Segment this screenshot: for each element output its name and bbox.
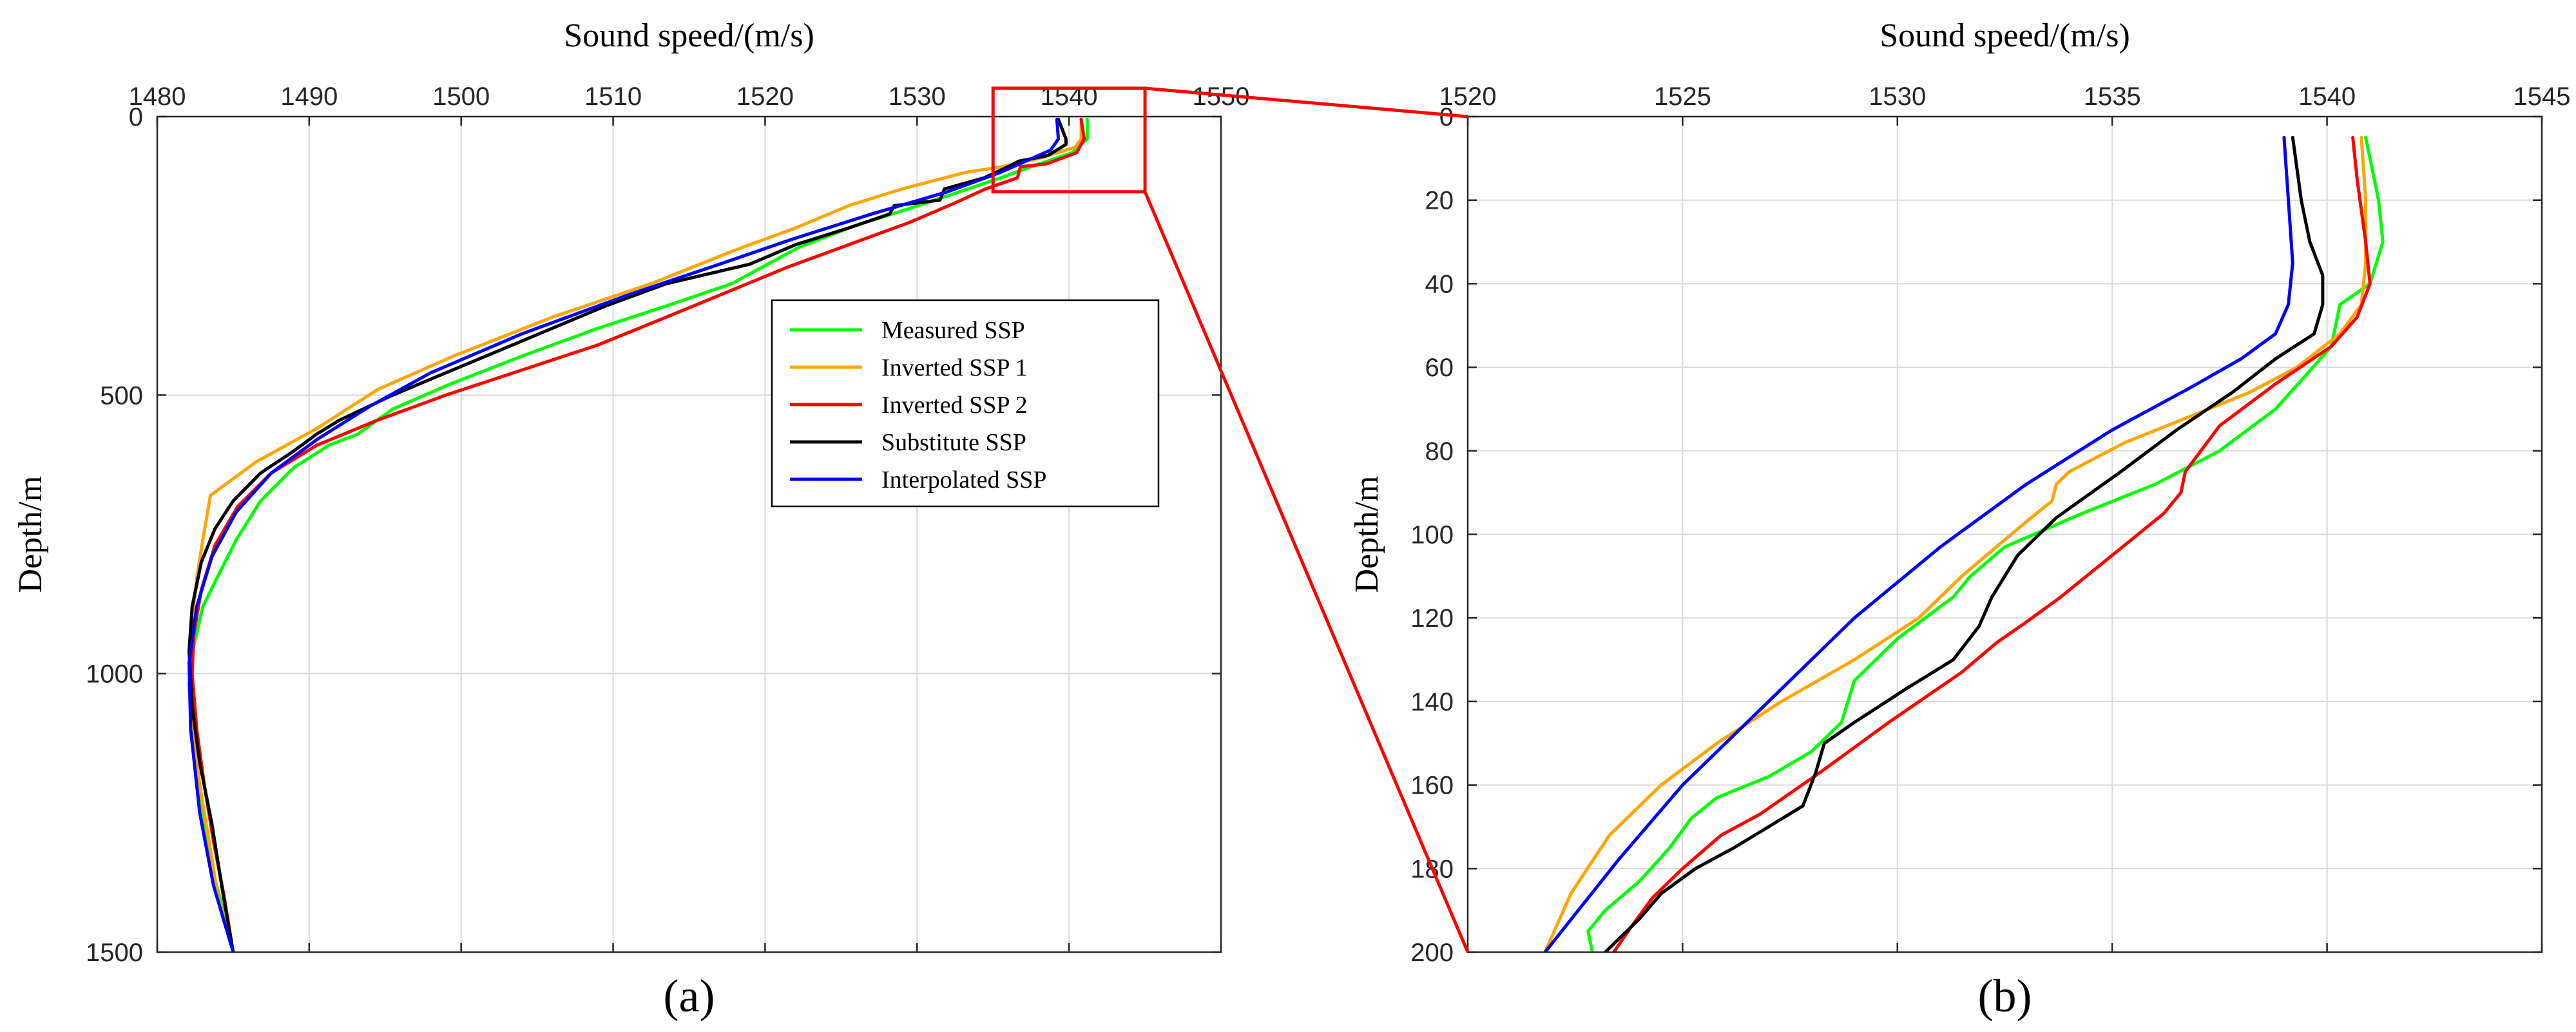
chart-b-y-axis-label: Depth/m bbox=[1349, 476, 1385, 593]
chart-a-x-axis-label: Sound speed/(m/s) bbox=[564, 17, 814, 54]
chart-a-x-tick-label: 1530 bbox=[889, 82, 946, 111]
chart-a-panel-label: (a) bbox=[664, 970, 715, 1022]
chart-a-x-tick-label: 1490 bbox=[280, 82, 338, 111]
chart-b-series-inverted2 bbox=[1612, 135, 2372, 952]
chart-a-y-tick-label: 1000 bbox=[86, 660, 143, 689]
chart-b: 1520 1525 1530 1535 1540 1545 0 20 40 60 80 100 120 1… bbox=[1349, 17, 2570, 1022]
chart-b-x-tick-label: 1520 bbox=[1439, 82, 1497, 111]
chart-a-series bbox=[187, 117, 1089, 952]
chart-b-grid bbox=[1468, 117, 2542, 952]
legend-label-inverted2: Inverted SSP 2 bbox=[881, 392, 1028, 419]
chart-b-x-tick-label: 1525 bbox=[1654, 82, 1711, 111]
chart-a-legend: Measured SSP Inverted SSP 1 Inverted SSP 2… bbox=[771, 299, 1160, 508]
zoom-connector-bottom bbox=[1143, 191, 1470, 953]
chart-a-x-tick-label: 1480 bbox=[129, 82, 186, 111]
chart-a-y-tick-label: 500 bbox=[100, 381, 143, 410]
chart-b-series bbox=[1543, 135, 2385, 952]
chart-b-x-tick-label: 1545 bbox=[2514, 82, 2571, 111]
chart-b-x-tick-label: 1530 bbox=[1869, 82, 1926, 111]
legend-label-substitute: Substitute SSP bbox=[881, 429, 1026, 456]
chart-a-series-interpolated bbox=[187, 117, 1061, 952]
chart-b-series-substitute bbox=[1603, 135, 2325, 952]
chart-b-series-inverted1 bbox=[1543, 135, 2368, 952]
chart-b-y-tick-label: 160 bbox=[1410, 772, 1454, 800]
chart-b-y-tick-label: 200 bbox=[1410, 939, 1454, 967]
chart-b-y-tick-label: 100 bbox=[1410, 521, 1454, 549]
legend-label-inverted1: Inverted SSP 1 bbox=[881, 354, 1028, 381]
chart-b-panel-label: (b) bbox=[1978, 970, 2032, 1022]
chart-b-y-tick-label: 0 bbox=[1439, 103, 1454, 131]
chart-b-x-tick-label: 1535 bbox=[2084, 82, 2141, 111]
chart-a-ticks: 1480 1490 1500 1510 1520 1530 1540 155005001000… bbox=[86, 82, 1249, 967]
zoom-box bbox=[991, 86, 1147, 194]
chart-b-y-tick-label: 40 bbox=[1425, 270, 1454, 298]
chart-b-x-axis-label: Sound speed/(m/s) bbox=[1879, 17, 2130, 54]
chart-a-x-tick-label: 1510 bbox=[584, 82, 642, 111]
zoom-connector-top bbox=[1144, 86, 1468, 119]
chart-b-series-interpolated bbox=[1543, 135, 2294, 952]
chart-a-x-tick-label: 1520 bbox=[736, 82, 794, 111]
chart-a: 1480 1490 1500 1510 1520 1530 1540 155005001000… bbox=[12, 17, 1249, 1022]
chart-a-series-measured bbox=[187, 117, 1089, 952]
chart-b-x-tick-label: 1540 bbox=[2298, 82, 2356, 111]
chart-b-y-tick-label: 120 bbox=[1410, 604, 1454, 633]
chart-a-y-tick-label: 0 bbox=[129, 103, 143, 131]
chart-a-series-inverted2 bbox=[190, 117, 1086, 952]
zoom-indicator bbox=[991, 86, 1470, 953]
chart-a-x-tick-label: 1500 bbox=[432, 82, 490, 111]
legend-box bbox=[771, 299, 1160, 508]
chart-a-series-inverted1 bbox=[189, 117, 1083, 952]
chart-a-y-axis-label: Depth/m bbox=[12, 476, 49, 593]
chart-a-y-tick-label: 1500 bbox=[86, 939, 143, 967]
chart-b-y-tick-label: 140 bbox=[1410, 688, 1454, 716]
legend-label-measured: Measured SSP bbox=[881, 317, 1025, 344]
chart-a-axes-box bbox=[156, 115, 1222, 953]
chart-b-y-tick-label: 20 bbox=[1425, 187, 1454, 215]
chart-a-series-substitute bbox=[187, 117, 1068, 952]
chart-a-grid bbox=[157, 117, 1221, 952]
chart-b-y-tick-label: 80 bbox=[1425, 437, 1454, 466]
chart-b-series-measured bbox=[1586, 135, 2385, 952]
legend-label-interpolated: Interpolated SSP bbox=[881, 466, 1046, 493]
chart-b-y-tick-label: 60 bbox=[1425, 354, 1454, 382]
chart-b-ticks: 1520 1525 1530 1535 1540 1545 0 20 40 60 80 100 120 1… bbox=[1410, 82, 2570, 967]
